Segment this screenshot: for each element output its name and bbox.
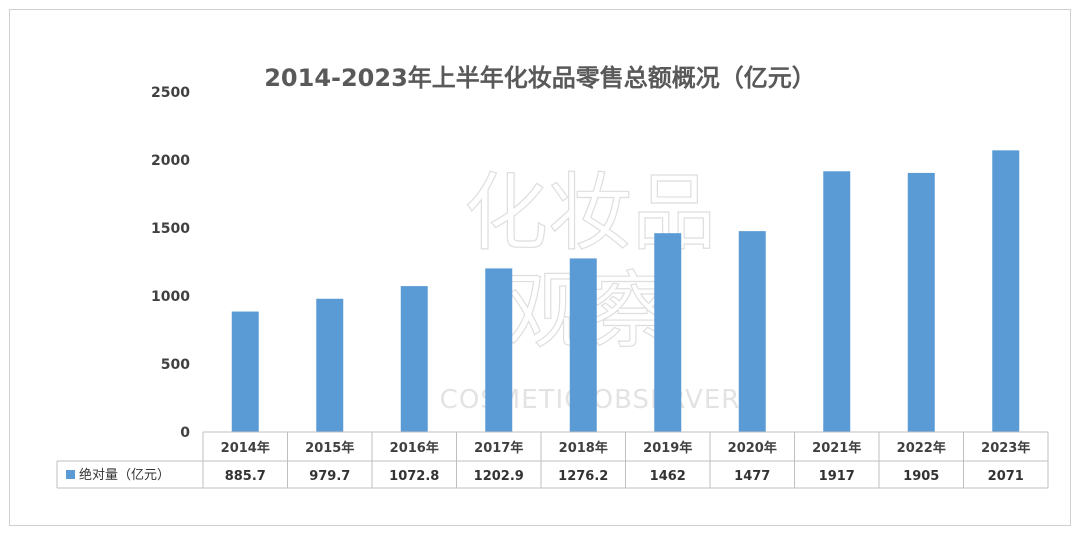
legend-label: 绝对量（亿元） [79, 467, 170, 483]
category-label: 2016年 [390, 440, 439, 456]
value-label: 1905 [903, 469, 939, 484]
value-label: 1917 [819, 469, 855, 484]
y-tick-label: 2500 [151, 85, 190, 101]
value-label: 885.7 [225, 469, 266, 484]
y-tick-label: 1500 [151, 221, 190, 237]
y-tick-label: 0 [180, 425, 190, 441]
bar-2015年 [316, 298, 344, 432]
bar-2021年 [823, 171, 851, 432]
chart-title: 2014-2023年上半年化妆品零售总额概况（亿元） [264, 64, 816, 92]
category-label: 2019年 [643, 440, 692, 456]
value-label: 1462 [650, 469, 686, 484]
data-table: 2014年 885.7 2015年 979.7 2016年 1072.8 2017年 1202… [56, 431, 1049, 489]
bar-2018年 [569, 258, 597, 432]
bar-2017年 [485, 268, 513, 432]
category-label: 2018年 [559, 440, 608, 456]
category-label: 2020年 [728, 440, 777, 456]
legend-swatch [66, 470, 75, 479]
value-label: 1477 [734, 469, 770, 484]
bar-2016年 [400, 286, 428, 432]
chart-frame [9, 9, 1071, 526]
value-label: 1276.2 [558, 469, 608, 484]
y-tick-label: 500 [161, 357, 190, 373]
category-label: 2014年 [221, 440, 270, 456]
y-axis: 0 500 1000 1500 2000 2500 [151, 85, 190, 441]
y-tick-label: 2000 [151, 153, 190, 169]
bar-2020年 [738, 231, 766, 432]
category-label: 2022年 [897, 440, 946, 456]
category-label: 2015年 [305, 440, 354, 456]
value-label: 1202.9 [474, 469, 524, 484]
value-label: 1072.8 [389, 469, 439, 484]
bar-2022年 [907, 172, 935, 433]
bar-2023年 [992, 150, 1020, 432]
y-tick-label: 1000 [151, 289, 190, 305]
value-label: 979.7 [309, 469, 350, 484]
category-label: 2021年 [812, 440, 861, 456]
bars [231, 150, 1020, 433]
bar-2019年 [654, 233, 682, 432]
value-label: 2071 [988, 469, 1024, 484]
category-label: 2017年 [474, 440, 523, 456]
bar-2014年 [231, 311, 259, 432]
category-label: 2023年 [981, 440, 1030, 456]
